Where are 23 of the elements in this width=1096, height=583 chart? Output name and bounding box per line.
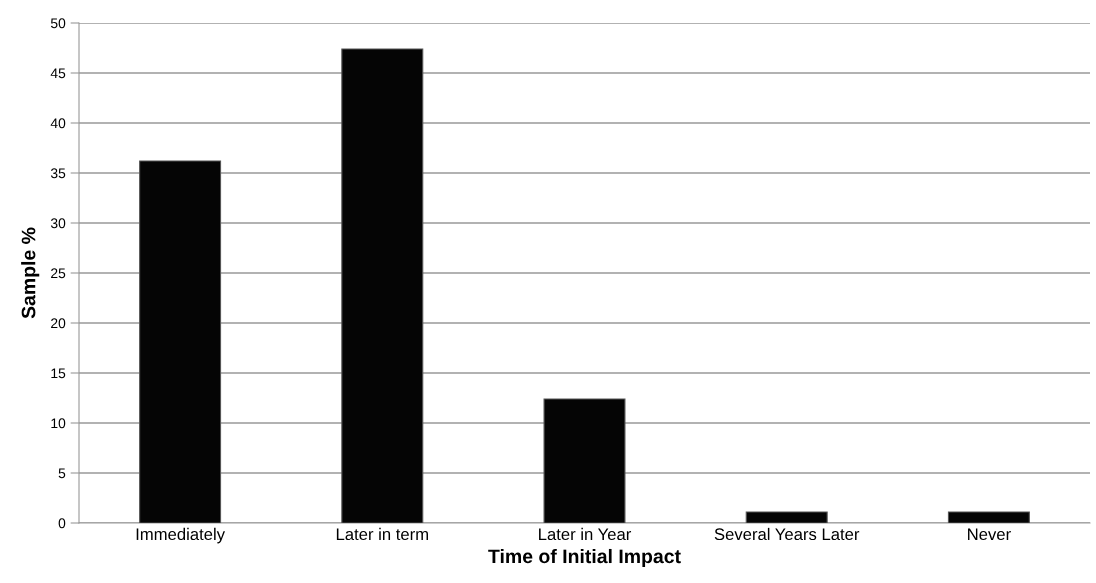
bar (745, 511, 828, 523)
y-tick-label: 35 (50, 168, 66, 179)
y-tick-label: 20 (51, 318, 66, 329)
bar (341, 48, 424, 523)
y-tick-label: 15 (51, 368, 66, 379)
x-tick-label: Never (968, 528, 1011, 541)
y-tick-label: 10 (51, 418, 66, 429)
y-tick-label: 5 (58, 468, 66, 479)
x-tick-label: Immediately (136, 527, 225, 544)
x-tick-label: Several Years Later (714, 527, 860, 541)
y-tick-label: 25 (51, 268, 66, 279)
bar (947, 511, 1030, 523)
y-tick-label: 40 (50, 118, 66, 129)
y-axis-title: Sample % (21, 227, 40, 319)
y-tick-label: 0 (58, 518, 66, 529)
x-tick-label: Later in term (336, 527, 428, 541)
bar (139, 160, 222, 523)
bar (543, 398, 626, 523)
x-axis-title: Time of Initial Impact (488, 548, 681, 568)
x-tick-label: Later in Year (539, 527, 632, 541)
y-tick-label: 30 (50, 218, 66, 229)
y-tick-label: 45 (50, 68, 66, 79)
y-tick-label: 50 (50, 18, 66, 29)
